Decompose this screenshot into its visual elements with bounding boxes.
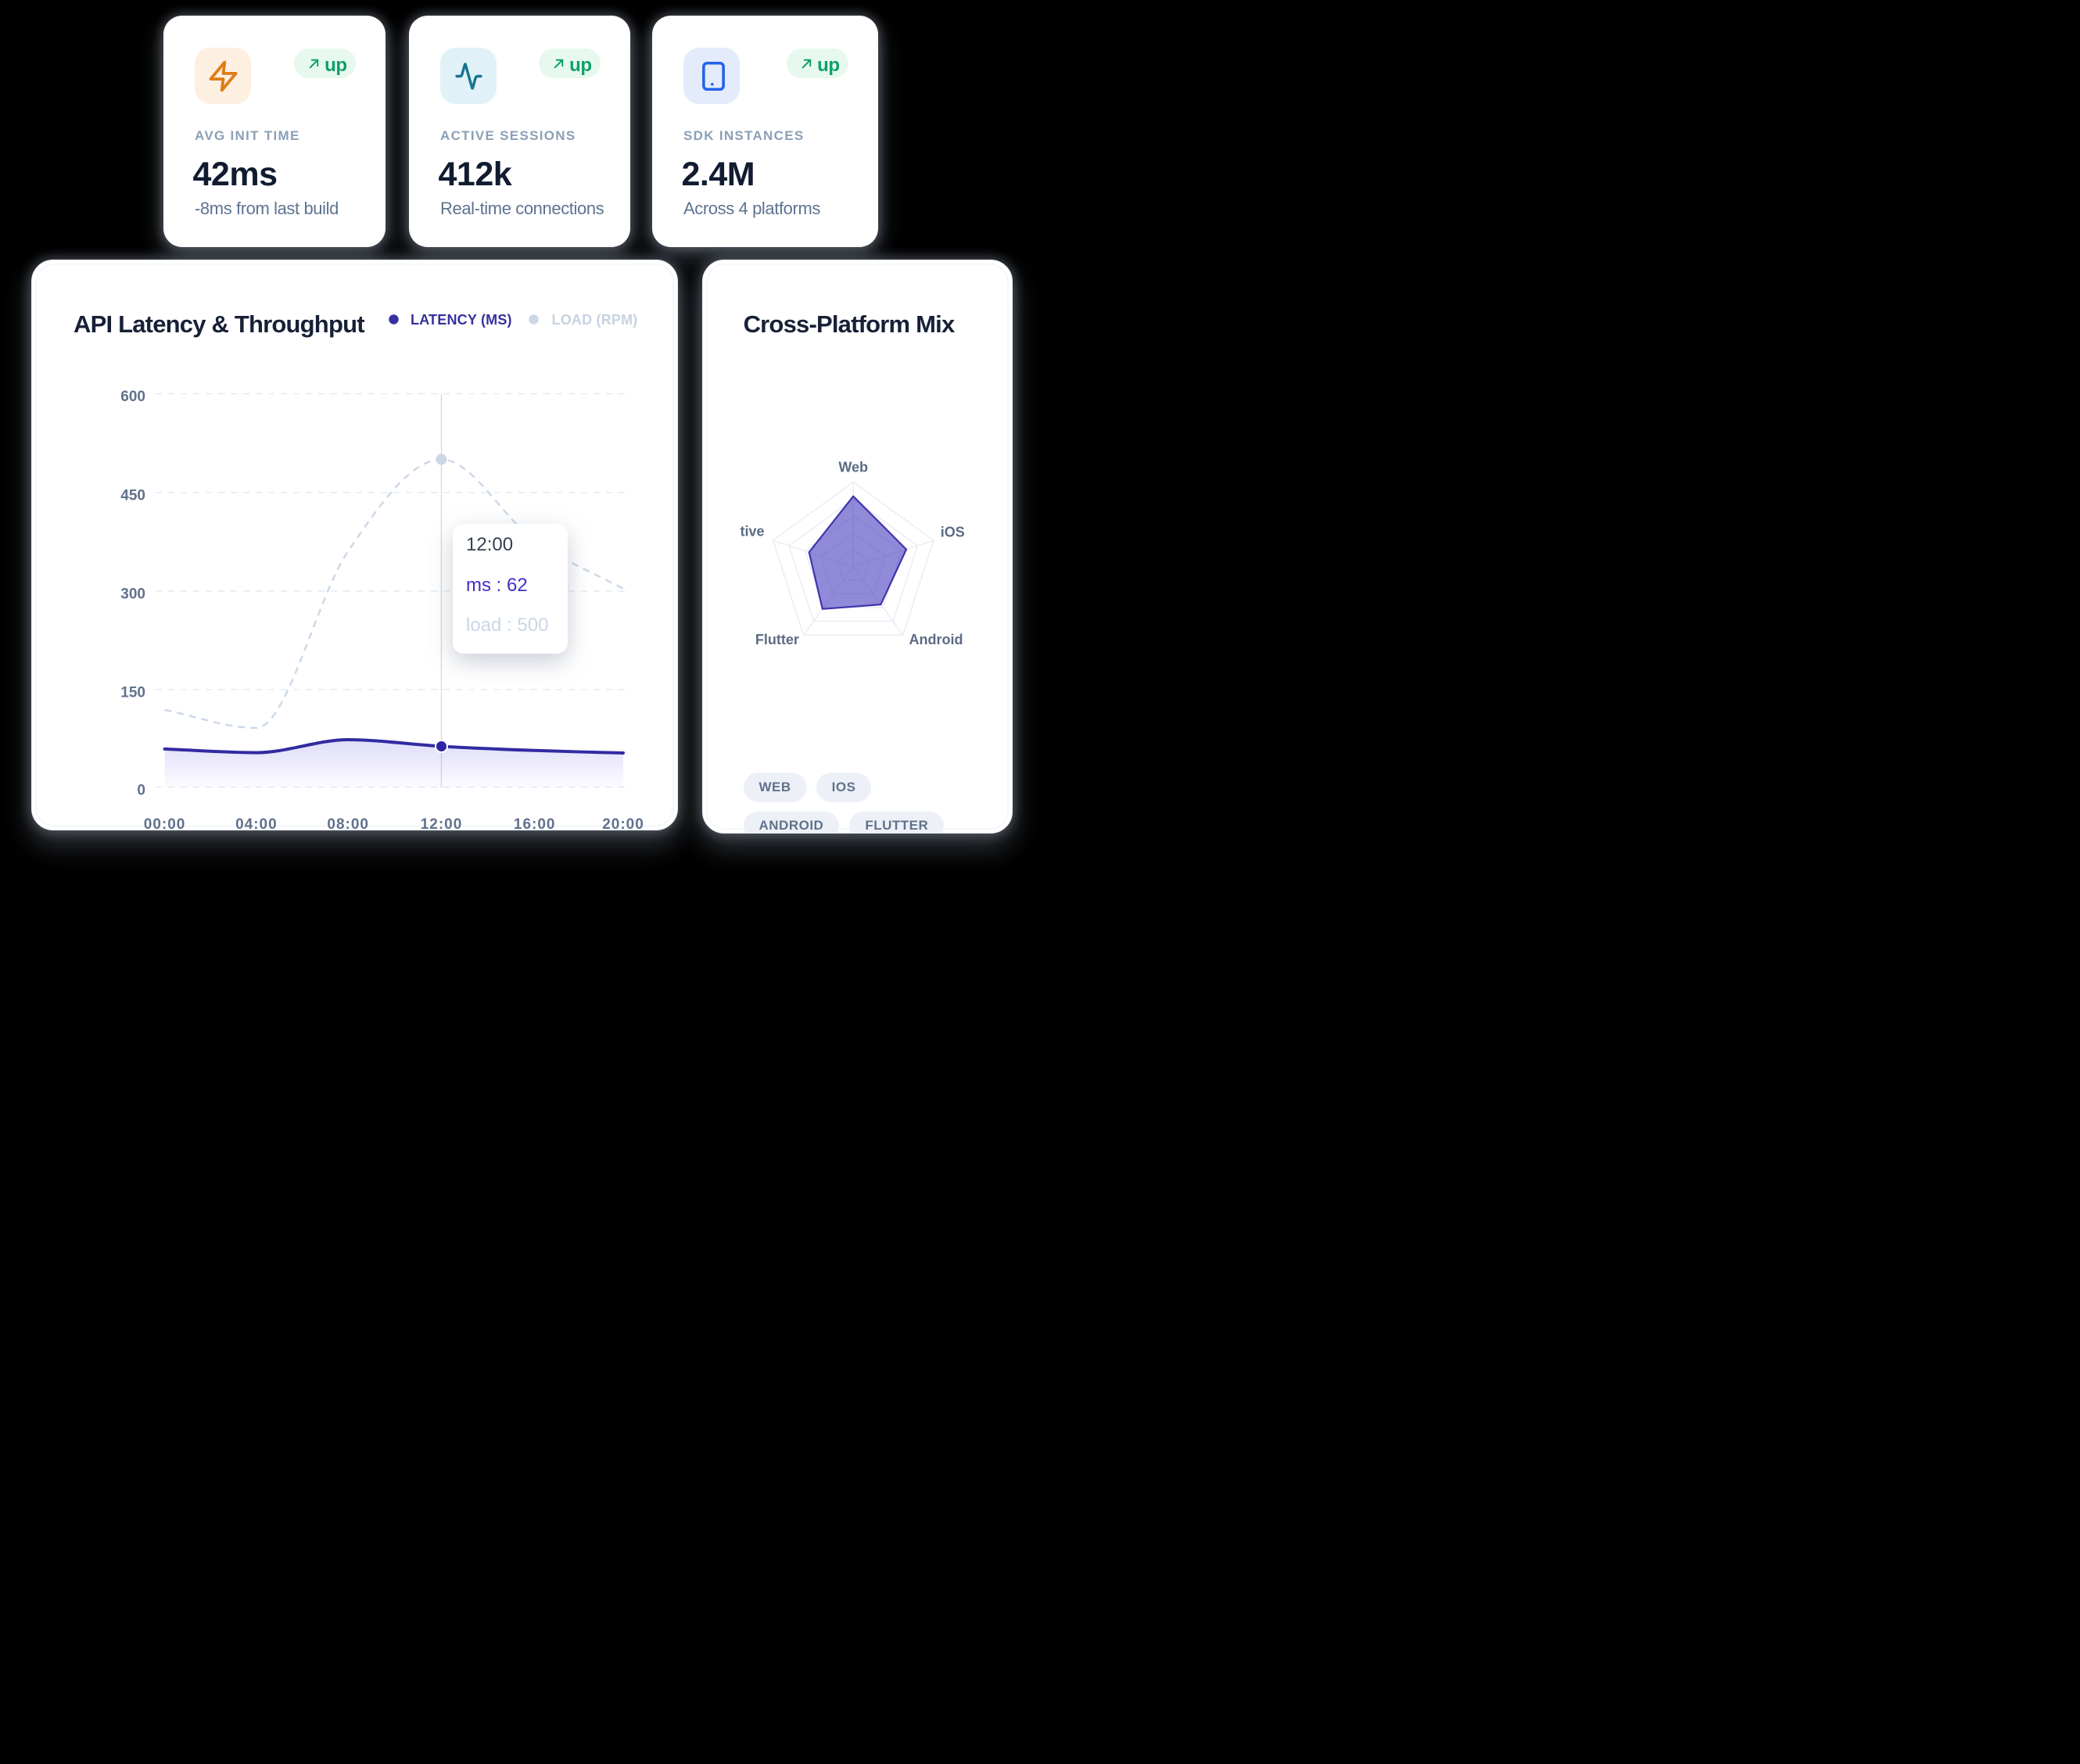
svg-text:Android: Android xyxy=(909,632,963,647)
svg-text:00:00: 00:00 xyxy=(144,816,186,831)
svg-text:Flutter: Flutter xyxy=(755,632,799,647)
svg-text:08:00: 08:00 xyxy=(327,816,369,831)
svg-text:450: 450 xyxy=(120,487,145,504)
svg-text:LOAD (RPM): LOAD (RPM) xyxy=(552,312,638,328)
svg-text:16:00: 16:00 xyxy=(514,816,556,831)
svg-text:12:00: 12:00 xyxy=(421,816,463,831)
svg-text:Web: Web xyxy=(838,460,868,475)
svg-text:tive: tive xyxy=(740,524,764,540)
svg-text:0: 0 xyxy=(137,782,145,798)
svg-text:20:00: 20:00 xyxy=(602,816,644,831)
svg-text:600: 600 xyxy=(120,389,145,405)
svg-text:300: 300 xyxy=(120,586,145,603)
svg-text:04:00: 04:00 xyxy=(235,816,278,831)
svg-text:iOS: iOS xyxy=(941,525,965,540)
svg-text:150: 150 xyxy=(120,684,145,701)
svg-text:LATENCY (MS): LATENCY (MS) xyxy=(411,312,512,328)
